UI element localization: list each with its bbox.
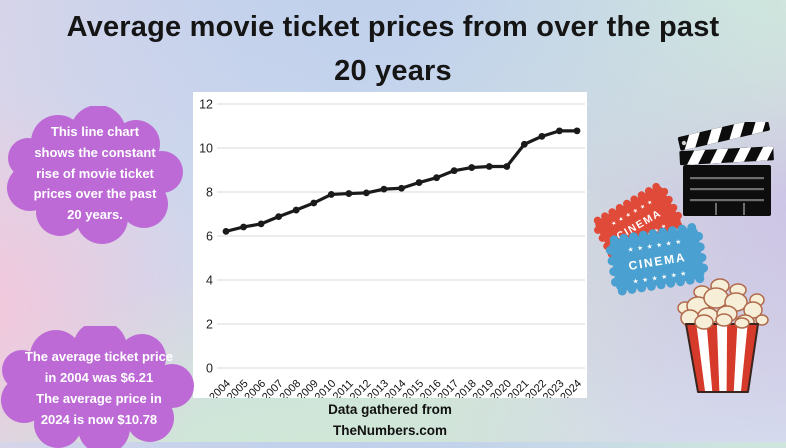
cloud-shape-icon [1,326,194,448]
chart-card: 0 2 4 6 8 10 12 2004 2005 2006 2007 2008 2009 2010 201… [193,92,587,398]
cinema-ticket-blue-icon: ★ ★ ★ ★ ★ ★ CINEMA ★ ★ ★ ★ ★ ★ [605,223,709,296]
line-chart: 0246810122004200520062007200820092010201… [199,98,585,398]
svg-text:6: 6 [206,230,213,244]
popcorn-icon [677,278,769,393]
cloud-shape-icon [7,106,183,244]
clapperboard-icon [677,122,774,216]
svg-text:0: 0 [206,362,213,376]
svg-text:8: 8 [206,186,213,200]
page-title-line1: Average movie ticket prices from over th… [66,11,720,43]
svg-text:2: 2 [206,318,213,332]
callout-cloud-bottom: The average ticket price in 2004 was $6.… [0,326,198,448]
svg-text:12: 12 [199,98,213,112]
svg-text:4: 4 [206,274,213,288]
callout-bottom-line2: The average price in 2024 is now $10.78 [36,391,162,427]
callout-bottom-text: The average ticket price in 2004 was $6.… [0,326,198,448]
page-title-line2: 20 years [334,54,452,87]
caption-line2: TheNumbers.com [332,422,448,438]
callout-top-text: This line chart shows the constant rise … [33,124,157,223]
page-title: Average movie ticket prices from over th… [0,6,786,93]
chart-source-caption: Data gathered from TheNumbers.com [193,400,587,442]
callout-cloud-top: This line chart shows the constant rise … [6,106,184,246]
svg-text:10: 10 [199,142,213,156]
callout-bottom-line1: The average ticket price in 2004 was $6.… [24,349,174,386]
caption-line1: Data gathered from [328,402,452,417]
